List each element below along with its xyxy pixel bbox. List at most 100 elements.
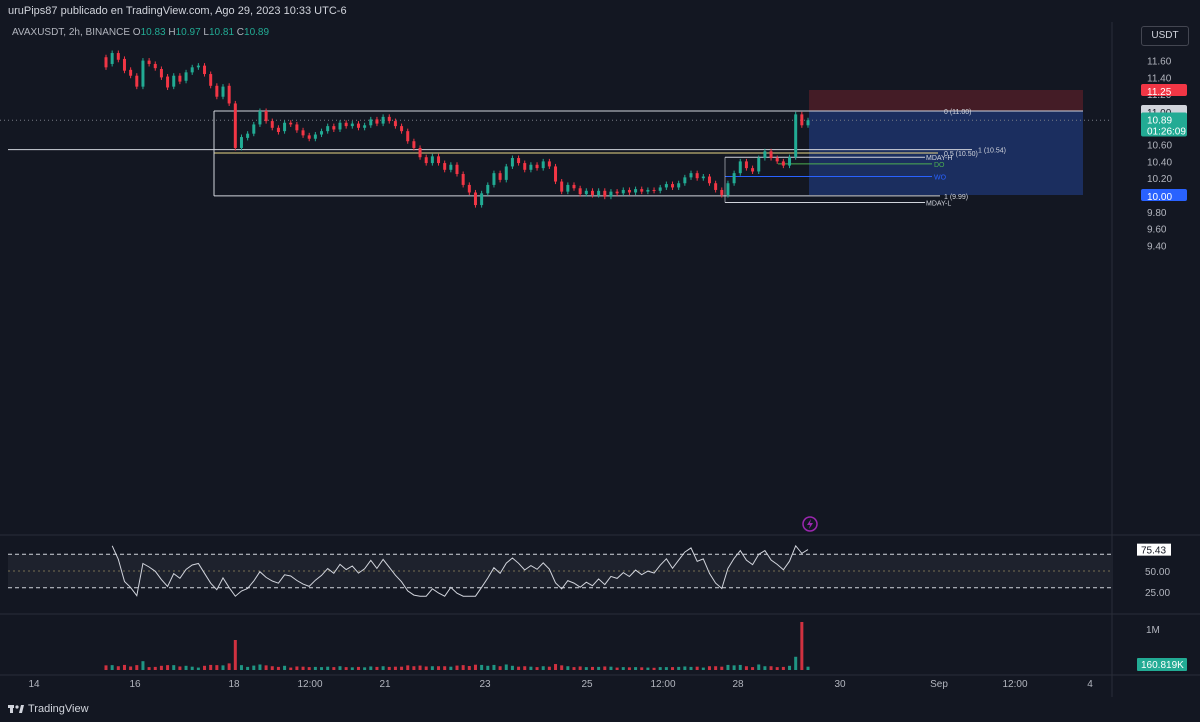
candle-body[interactable] xyxy=(215,85,219,97)
candle-body[interactable] xyxy=(424,157,428,164)
candle-body[interactable] xyxy=(276,127,280,132)
candle-body[interactable] xyxy=(677,183,681,188)
candle-body[interactable] xyxy=(375,119,379,124)
candle-body[interactable] xyxy=(621,189,625,194)
candle-body[interactable] xyxy=(141,60,145,87)
candle-body[interactable] xyxy=(541,161,545,169)
candle-body[interactable] xyxy=(233,103,237,148)
candle-body[interactable] xyxy=(449,164,453,170)
candle-body[interactable] xyxy=(338,122,342,130)
candle-body[interactable] xyxy=(547,161,551,167)
candle-body[interactable] xyxy=(554,166,558,182)
candle-body[interactable] xyxy=(775,158,779,162)
candle-body[interactable] xyxy=(744,161,748,169)
candle-body[interactable] xyxy=(227,85,231,104)
candle-body[interactable] xyxy=(178,75,182,82)
candle-body[interactable] xyxy=(246,133,250,138)
candle-body[interactable] xyxy=(400,126,404,132)
candle-body[interactable] xyxy=(652,189,656,191)
candle-body[interactable] xyxy=(129,69,133,76)
candle-body[interactable] xyxy=(584,190,588,195)
candle-body[interactable] xyxy=(283,122,287,132)
candle-body[interactable] xyxy=(781,161,785,166)
candle-body[interactable] xyxy=(714,183,718,190)
position-stop-zone[interactable] xyxy=(809,90,1083,111)
candle-body[interactable] xyxy=(590,190,594,195)
candle-body[interactable] xyxy=(473,192,477,206)
candle-body[interactable] xyxy=(566,184,570,192)
candle-body[interactable] xyxy=(326,126,330,132)
candle-body[interactable] xyxy=(147,60,151,64)
candle-body[interactable] xyxy=(381,116,385,124)
candle-body[interactable] xyxy=(757,158,761,172)
candle-body[interactable] xyxy=(116,53,120,60)
candle-body[interactable] xyxy=(363,125,367,128)
candle-body[interactable] xyxy=(135,75,139,87)
candle-body[interactable] xyxy=(664,184,668,188)
candle-body[interactable] xyxy=(769,151,773,159)
candle-body[interactable] xyxy=(609,191,613,197)
candle-body[interactable] xyxy=(640,189,644,192)
candle-body[interactable] xyxy=(239,137,243,148)
candle-body[interactable] xyxy=(504,166,508,180)
candle-body[interactable] xyxy=(203,65,207,75)
candle-body[interactable] xyxy=(356,123,360,128)
candle-body[interactable] xyxy=(486,184,490,194)
candle-body[interactable] xyxy=(597,190,601,195)
candle-body[interactable] xyxy=(166,76,170,88)
candle-body[interactable] xyxy=(209,74,213,86)
candle-body[interactable] xyxy=(369,119,373,126)
candle-body[interactable] xyxy=(523,163,527,170)
candle-body[interactable] xyxy=(418,147,422,158)
candle-body[interactable] xyxy=(320,131,324,135)
candle-body[interactable] xyxy=(122,58,126,71)
alert-icon[interactable] xyxy=(802,516,818,532)
candle-body[interactable] xyxy=(794,114,798,158)
candle-body[interactable] xyxy=(615,191,619,194)
candle-body[interactable] xyxy=(800,114,804,126)
candle-body[interactable] xyxy=(498,173,502,180)
candle-body[interactable] xyxy=(572,184,576,189)
candle-body[interactable] xyxy=(307,135,311,139)
candle-body[interactable] xyxy=(671,184,675,188)
candle-body[interactable] xyxy=(252,124,256,134)
candle-body[interactable] xyxy=(196,65,200,68)
candle-body[interactable] xyxy=(270,121,274,128)
candle-body[interactable] xyxy=(720,189,724,195)
candle-body[interactable] xyxy=(289,122,293,125)
candle-body[interactable] xyxy=(110,53,114,64)
candle-body[interactable] xyxy=(634,189,638,193)
candle-body[interactable] xyxy=(467,184,471,193)
candle-body[interactable] xyxy=(172,75,176,87)
candle-body[interactable] xyxy=(461,174,465,185)
candle-body[interactable] xyxy=(726,183,730,195)
candle-body[interactable] xyxy=(627,189,631,193)
candle-body[interactable] xyxy=(393,121,397,127)
candle-body[interactable] xyxy=(332,126,336,130)
candle-body[interactable] xyxy=(751,168,755,172)
candle-body[interactable] xyxy=(788,157,792,166)
candle-body[interactable] xyxy=(264,111,268,122)
candle-body[interactable] xyxy=(344,122,348,127)
symbol-label[interactable]: AVAXUSDT, 2h, BINANCE xyxy=(12,27,130,38)
candle-body[interactable] xyxy=(190,67,194,73)
candle-body[interactable] xyxy=(295,124,299,131)
candle-body[interactable] xyxy=(517,158,521,164)
candle-body[interactable] xyxy=(258,111,262,125)
candle-body[interactable] xyxy=(159,69,163,78)
candle-body[interactable] xyxy=(535,164,539,169)
candle-body[interactable] xyxy=(406,131,410,142)
price-chart[interactable]: 0 (11.00) 1 (10.54)0.5 (10.50)MDAY-HDO WO 1… xyxy=(0,22,1200,697)
candle-body[interactable] xyxy=(455,164,459,174)
candle-body[interactable] xyxy=(658,187,662,191)
candle-body[interactable] xyxy=(689,173,693,178)
candle-body[interactable] xyxy=(350,123,354,127)
candle-body[interactable] xyxy=(603,190,607,197)
candle-body[interactable] xyxy=(695,173,699,179)
candle-body[interactable] xyxy=(510,158,514,167)
candle-body[interactable] xyxy=(560,181,564,192)
candle-body[interactable] xyxy=(707,176,711,184)
candle-body[interactable] xyxy=(313,134,317,139)
candle-body[interactable] xyxy=(437,156,441,164)
candle-body[interactable] xyxy=(221,86,225,97)
